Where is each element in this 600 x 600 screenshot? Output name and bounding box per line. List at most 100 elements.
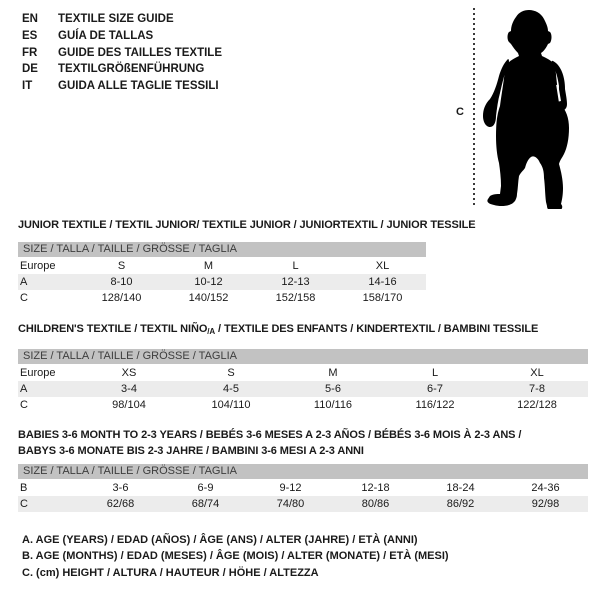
table-cell: XL <box>530 367 544 379</box>
title-text: JUNIOR TEXTILE / TEXTIL JUNIOR/ TEXTILE … <box>18 219 476 231</box>
baby-left-arm-shape <box>483 59 509 127</box>
size-table-junior: JUNIOR TEXTILE / TEXTIL JUNIOR/ TEXTILE … <box>18 217 476 306</box>
section-title-line: CHILDREN'S TEXTILE / TEXTIL NIÑO/A / TEX… <box>18 321 588 338</box>
table-cell: S <box>227 367 235 379</box>
table-cell: XL <box>375 260 390 272</box>
table-cell: 98/104 <box>112 399 146 411</box>
language-row-en: EN TEXTILE SIZE GUIDE <box>22 11 222 28</box>
row-label: A <box>20 276 28 288</box>
table-cell: 92/98 <box>531 498 560 510</box>
title-text: BABIES 3-6 MONTH TO 2-3 YEARS / BEBÉS 3-… <box>18 429 522 441</box>
language-title: GUÍA DE TALLAS <box>58 29 154 42</box>
table-row: C 128/140 140/152 152/158 158/170 <box>18 290 426 306</box>
language-row-de: DE TEXTILGRÖßENFÜHRUNG <box>22 61 222 78</box>
table-cell: 7-8 <box>529 383 545 395</box>
section-title-line: JUNIOR TEXTILE / TEXTIL JUNIOR/ TEXTILE … <box>18 217 476 233</box>
row-label: C <box>20 498 28 510</box>
language-list: EN TEXTILE SIZE GUIDE ES GUÍA DE TALLAS FR GU… <box>22 11 222 95</box>
row-label: C <box>20 399 28 411</box>
table-cell: 5-6 <box>325 383 341 395</box>
footnote-age-years: A. AGE (YEARS) / EDAD (AÑOS) / ÂGE (ANS)… <box>22 534 418 546</box>
baby-body-shape <box>487 10 569 209</box>
language-title: TEXTILGRÖßENFÜHRUNG <box>58 63 205 76</box>
table-cell: 74/80 <box>276 498 305 510</box>
size-table-children: CHILDREN'S TEXTILE / TEXTIL NIÑO/A / TEX… <box>18 321 588 413</box>
table-cell: 12-13 <box>281 276 310 288</box>
height-dotted-line <box>473 8 475 208</box>
table-cell: 14-16 <box>368 276 397 288</box>
table-row: A 3-4 4-5 5-6 6-7 7-8 <box>18 381 588 397</box>
table-cell: 6-9 <box>197 482 214 494</box>
row-label: B <box>20 482 28 494</box>
height-c-label: C <box>456 106 464 118</box>
size-header-bar: SIZE / TALLA / TAILLE / GRÖSSE / TAGLIA <box>18 349 588 364</box>
language-title: GUIDA ALLE TAGLIE TESSILI <box>58 80 219 93</box>
table-cell: 3-6 <box>112 482 129 494</box>
section-title-line: BABIES 3-6 MONTH TO 2-3 YEARS / BEBÉS 3-… <box>18 427 588 443</box>
title-text: /A <box>207 327 216 336</box>
section-title: JUNIOR TEXTILE / TEXTIL JUNIOR/ TEXTILE … <box>18 217 476 233</box>
table-cell: 152/158 <box>275 292 316 304</box>
table-cell: 122/128 <box>517 399 557 411</box>
row-label: C <box>20 292 28 304</box>
baby-right-arm-shape <box>551 60 567 111</box>
title-text: CHILDREN'S TEXTILE / TEXTIL NIÑO <box>18 323 208 335</box>
table-cell: 128/140 <box>101 292 142 304</box>
table-cell: 24-36 <box>531 482 560 494</box>
language-code: IT <box>22 80 33 93</box>
section-title: BABIES 3-6 MONTH TO 2-3 YEARS / BEBÉS 3-… <box>18 427 588 459</box>
section-title: CHILDREN'S TEXTILE / TEXTIL NIÑO/A / TEX… <box>18 321 588 338</box>
baby-arm-gap-highlight <box>556 84 561 102</box>
table-cell: 158/170 <box>362 292 403 304</box>
table-cell: 6-7 <box>427 383 443 395</box>
table-cell: 104/110 <box>211 399 251 411</box>
table-cell: L <box>292 260 299 272</box>
table-cell: L <box>431 367 439 379</box>
table-cell: 80/86 <box>361 498 390 510</box>
baby-figure: C <box>440 0 600 215</box>
table-row: Europe XS S M L XL <box>18 365 588 381</box>
table-cell: 3-4 <box>121 383 137 395</box>
language-row-fr: FR GUIDE DES TAILLES TEXTILE <box>22 45 222 62</box>
table-cell: 12-18 <box>361 482 390 494</box>
section-title-line: BABYS 3-6 MONATE BIS 2-3 JAHRE / BAMBINI… <box>18 443 588 459</box>
language-code: EN <box>22 13 38 25</box>
table-cell: 110/116 <box>313 399 353 411</box>
language-code: DE <box>22 63 38 76</box>
size-header-bar: SIZE / TALLA / TAILLE / GRÖSSE / TAGLIA <box>18 242 426 257</box>
language-code: FR <box>22 46 38 59</box>
table-cell: 10-12 <box>194 276 223 288</box>
row-label: Europe <box>20 367 56 379</box>
table-cell: 68/74 <box>191 498 220 510</box>
language-title: TEXTILE SIZE GUIDE <box>58 13 174 25</box>
language-title: GUIDE DES TAILLES TEXTILE <box>58 46 222 59</box>
table-cell: 4-5 <box>223 383 239 395</box>
language-row-es: ES GUÍA DE TALLAS <box>22 28 222 45</box>
size-table-babies: BABIES 3-6 MONTH TO 2-3 YEARS / BEBÉS 3-… <box>18 427 588 512</box>
row-label: A <box>20 383 28 395</box>
table-cell: 18-24 <box>446 482 475 494</box>
table-row: Europe S M L XL <box>18 258 426 274</box>
table-cell: M <box>328 367 338 379</box>
table-row: C 98/104 104/110 110/116 116/122 122/128 <box>18 397 588 413</box>
table-cell: M <box>203 260 214 272</box>
footnotes: A. AGE (YEARS) / EDAD (AÑOS) / ÂGE (ANS)… <box>22 532 449 581</box>
table-cell: XS <box>121 367 137 379</box>
table-cell: 86/92 <box>446 498 475 510</box>
table-cell: 8-10 <box>110 276 133 288</box>
footnote-age-months: B. AGE (MONTHS) / EDAD (MESES) / ÂGE (MO… <box>22 550 449 563</box>
language-code: ES <box>22 29 38 42</box>
table-cell: 62/68 <box>106 498 135 510</box>
table-cell: 140/152 <box>188 292 229 304</box>
footnote-height: C. (cm) HEIGHT / ALTURA / HAUTEUR / HÖHE… <box>22 566 319 579</box>
table-cell: 9-12 <box>279 482 302 494</box>
language-row-it: IT GUIDA ALLE TAGLIE TESSILI <box>22 78 222 95</box>
table-row: C 62/68 68/74 74/80 80/86 86/92 92/98 <box>18 496 588 512</box>
title-text: / TEXTILE DES ENFANTS / KINDERTEXTIL / B… <box>215 323 539 335</box>
baby-silhouette-icon <box>483 10 569 209</box>
table-row: A 8-10 10-12 12-13 14-16 <box>18 274 426 290</box>
row-label: Europe <box>20 260 56 272</box>
title-text: BABYS 3-6 MONATE BIS 2-3 JAHRE / BAMBINI… <box>18 445 364 457</box>
table-cell: S <box>117 260 126 272</box>
